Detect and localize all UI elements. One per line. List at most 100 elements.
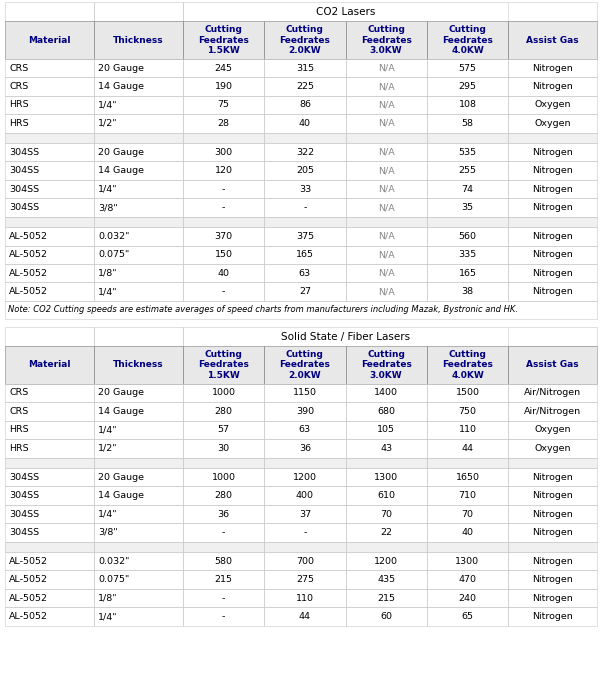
Bar	[264, 542, 346, 552]
Bar	[183, 542, 264, 552]
Bar	[183, 570, 264, 589]
Bar	[183, 143, 264, 161]
Bar	[427, 217, 508, 227]
Bar	[508, 607, 597, 626]
Bar	[94, 2, 183, 21]
Bar	[508, 246, 597, 264]
Bar	[5, 217, 94, 227]
Bar	[94, 589, 183, 607]
Bar	[508, 161, 597, 180]
Bar	[427, 21, 508, 59]
Text: 57: 57	[218, 425, 229, 434]
Bar	[183, 570, 264, 589]
Bar	[427, 384, 508, 402]
Text: 1/4": 1/4"	[98, 185, 117, 194]
Bar	[427, 180, 508, 198]
Bar	[508, 439, 597, 458]
Bar	[5, 143, 94, 161]
Bar	[183, 421, 264, 439]
Bar	[5, 198, 94, 217]
Text: Air/Nitrogen: Air/Nitrogen	[524, 389, 581, 397]
Text: 33: 33	[299, 185, 311, 194]
Bar	[264, 552, 346, 570]
Bar	[508, 59, 597, 77]
Bar	[346, 143, 427, 161]
Text: AL-5052: AL-5052	[9, 612, 48, 621]
Bar	[183, 523, 264, 542]
Bar	[264, 458, 346, 468]
Text: 190: 190	[215, 82, 232, 91]
Text: 375: 375	[296, 232, 314, 241]
Text: Nitrogen: Nitrogen	[532, 250, 573, 259]
Bar	[5, 607, 94, 626]
Bar	[5, 227, 94, 246]
Bar	[264, 486, 346, 505]
Bar	[94, 505, 183, 523]
Bar	[94, 458, 183, 468]
Text: -: -	[222, 203, 225, 212]
Bar	[427, 161, 508, 180]
Text: 1/2": 1/2"	[98, 119, 117, 128]
Bar	[264, 133, 346, 143]
Bar	[427, 346, 508, 384]
Bar	[183, 282, 264, 301]
Bar	[5, 161, 94, 180]
Text: 1/4": 1/4"	[98, 287, 117, 296]
Text: 1300: 1300	[374, 473, 399, 482]
Bar	[508, 552, 597, 570]
Bar	[264, 458, 346, 468]
Text: 304SS: 304SS	[9, 473, 39, 482]
Text: 280: 280	[215, 491, 232, 500]
Bar	[346, 552, 427, 570]
Text: HRS: HRS	[9, 119, 29, 128]
Bar	[508, 468, 597, 486]
Bar	[5, 402, 94, 421]
Bar	[264, 180, 346, 198]
Bar	[5, 246, 94, 264]
Bar	[94, 421, 183, 439]
Bar	[346, 161, 427, 180]
Bar	[183, 227, 264, 246]
Bar	[5, 570, 94, 589]
Text: 225: 225	[296, 82, 314, 91]
Bar	[5, 21, 94, 59]
Bar	[508, 607, 597, 626]
Bar	[508, 384, 597, 402]
Text: Thickness: Thickness	[113, 360, 164, 369]
Bar	[508, 439, 597, 458]
Bar	[183, 227, 264, 246]
Bar	[264, 246, 346, 264]
Text: 43: 43	[380, 444, 393, 453]
Text: Nitrogen: Nitrogen	[532, 148, 573, 157]
Bar	[427, 114, 508, 133]
Text: Oxygen: Oxygen	[535, 425, 571, 434]
Bar	[5, 96, 94, 114]
Text: Cutting
Feedrates
3.0KW: Cutting Feedrates 3.0KW	[361, 25, 412, 55]
Bar	[5, 198, 94, 217]
Bar	[508, 421, 597, 439]
Bar	[427, 346, 508, 384]
Bar	[183, 327, 508, 346]
Bar	[508, 523, 597, 542]
Bar	[183, 505, 264, 523]
Text: 1/4": 1/4"	[98, 101, 117, 109]
Bar	[508, 458, 597, 468]
Bar	[5, 282, 94, 301]
Text: Nitrogen: Nitrogen	[532, 528, 573, 537]
Bar	[183, 180, 264, 198]
Bar	[264, 59, 346, 77]
Text: N/A: N/A	[378, 232, 394, 241]
Bar	[508, 96, 597, 114]
Text: 1650: 1650	[456, 473, 479, 482]
Bar	[5, 402, 94, 421]
Text: 300: 300	[214, 148, 233, 157]
Bar	[183, 282, 264, 301]
Bar	[427, 114, 508, 133]
Text: 165: 165	[459, 269, 476, 278]
Bar	[5, 439, 94, 458]
Bar	[183, 421, 264, 439]
Bar	[508, 217, 597, 227]
Text: N/A: N/A	[378, 287, 394, 296]
Bar	[346, 133, 427, 143]
Text: 20 Gauge: 20 Gauge	[98, 64, 144, 73]
